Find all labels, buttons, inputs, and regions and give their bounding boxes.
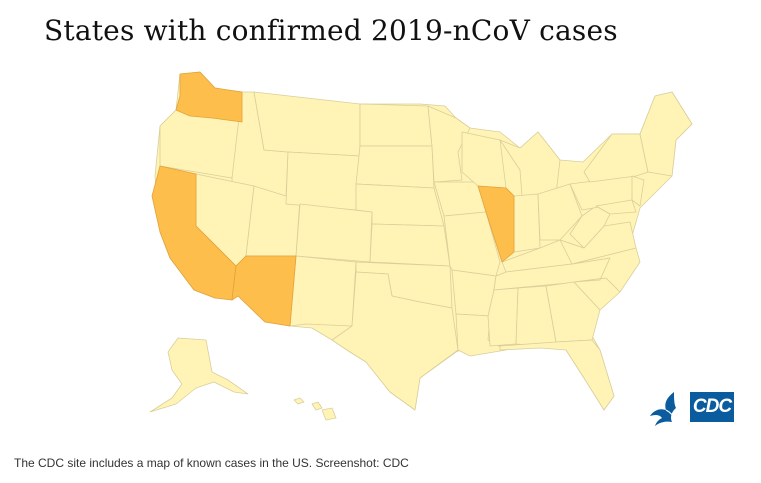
state-kansas (369, 223, 451, 267)
state-florida (499, 339, 615, 411)
state-california (151, 165, 237, 301)
state-hawaii (293, 397, 337, 421)
state-texas (331, 271, 459, 411)
state-new-england (639, 91, 693, 177)
state-north-dakota (359, 103, 433, 147)
state-washington (175, 71, 243, 123)
map-title: States with confirmed 2019-nCoV cases (44, 14, 618, 47)
state-georgia (545, 281, 601, 343)
state-maryland (595, 199, 637, 215)
state-ohio (537, 183, 583, 241)
state-wyoming (285, 151, 361, 211)
state-mississippi (487, 287, 519, 347)
state-montana (253, 91, 361, 157)
state-minnesota (427, 105, 471, 183)
state-indiana (513, 193, 541, 253)
state-arizona (231, 255, 297, 327)
state-alaska (149, 337, 249, 413)
state-new-mexico (289, 255, 357, 327)
state-new-jersey (631, 175, 645, 207)
hhs-eagle-icon (650, 392, 677, 426)
image-caption: The CDC site includes a map of known cas… (14, 456, 409, 470)
state-south-dakota (355, 145, 435, 189)
cdc-logo: CDC (690, 392, 734, 422)
state-illinois (477, 185, 515, 263)
state-north-carolina (571, 247, 641, 293)
state-michigan (499, 131, 561, 197)
state-colorado (295, 203, 373, 263)
